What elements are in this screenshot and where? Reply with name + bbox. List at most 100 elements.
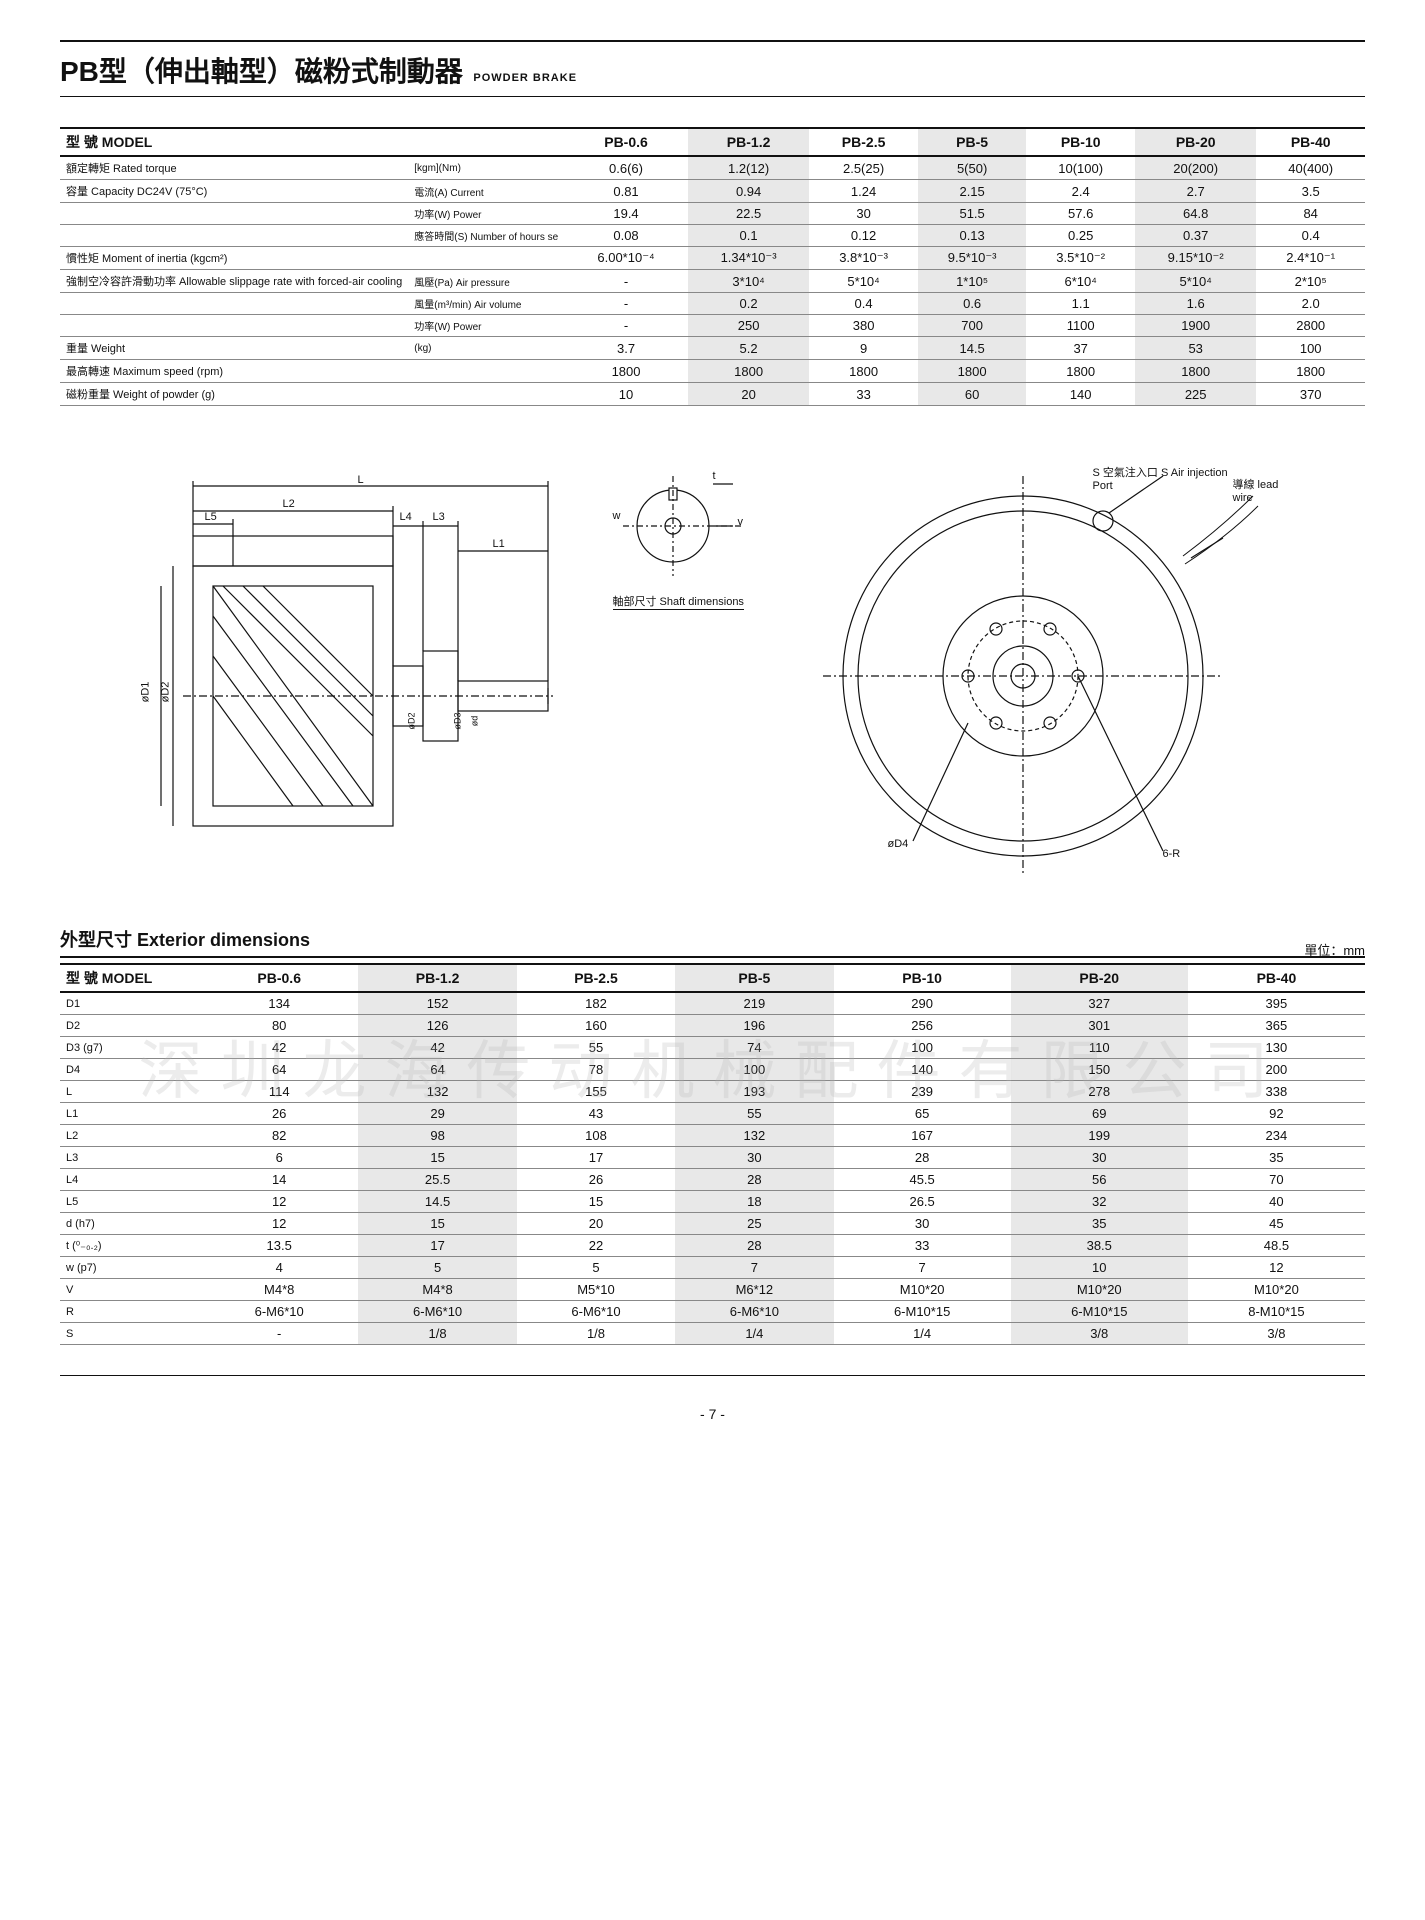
row-sublabel: 應答時間(S) Number of hours se bbox=[408, 225, 564, 247]
cell: 42 bbox=[358, 1037, 516, 1059]
cell: 0.94 bbox=[688, 180, 809, 203]
row-label: t (⁰₋₀.₂) bbox=[60, 1235, 200, 1257]
model-col: PB-1.2 bbox=[688, 128, 809, 156]
row-sublabel: 功率(W) Power bbox=[408, 203, 564, 225]
cell: 33 bbox=[809, 383, 918, 406]
table-row: D3 (g7)42425574100110130 bbox=[60, 1037, 1365, 1059]
table-row: VM4*8M4*8M5*10M6*12M10*20M10*20M10*20 bbox=[60, 1279, 1365, 1301]
cell: 1/8 bbox=[358, 1323, 516, 1345]
cell: 278 bbox=[1011, 1081, 1188, 1103]
cell: 327 bbox=[1011, 992, 1188, 1015]
dim-label-L5: L5 bbox=[205, 511, 217, 523]
row-label: S bbox=[60, 1323, 200, 1345]
page-header: PB型（伸出軸型）磁粉式制動器 POWDER BRAKE bbox=[60, 40, 1365, 97]
cell: 2*10⁵ bbox=[1256, 270, 1365, 293]
cell: 380 bbox=[809, 315, 918, 337]
page-number: - 7 - bbox=[60, 1406, 1365, 1422]
cell: 22 bbox=[517, 1235, 675, 1257]
cell: 17 bbox=[517, 1147, 675, 1169]
row-label: L4 bbox=[60, 1169, 200, 1191]
cell: 80 bbox=[200, 1015, 358, 1037]
row-sublabel bbox=[408, 247, 564, 270]
table-row: 慣性矩 Moment of inertia (kgcm²)6.00*10⁻⁴1.… bbox=[60, 247, 1365, 270]
cell: 2.15 bbox=[918, 180, 1027, 203]
row-sublabel: 風量(m³/min) Air volume bbox=[408, 293, 564, 315]
cell: 1900 bbox=[1135, 315, 1256, 337]
cell: 6-M6*10 bbox=[517, 1301, 675, 1323]
cell: 53 bbox=[1135, 337, 1256, 360]
cell: 100 bbox=[834, 1037, 1011, 1059]
cell: 98 bbox=[358, 1125, 516, 1147]
cell: 225 bbox=[1135, 383, 1256, 406]
cell: 130 bbox=[1188, 1037, 1365, 1059]
cell: 200 bbox=[1188, 1059, 1365, 1081]
dim-label-L2: L2 bbox=[283, 498, 295, 510]
cell: 30 bbox=[675, 1147, 833, 1169]
table-row: 風量(m³/min) Air volume-0.20.40.61.11.62.0 bbox=[60, 293, 1365, 315]
cell: 28 bbox=[675, 1235, 833, 1257]
cell: 0.13 bbox=[918, 225, 1027, 247]
cell: 152 bbox=[358, 992, 516, 1015]
cell: M10*20 bbox=[1011, 1279, 1188, 1301]
cell: 26 bbox=[200, 1103, 358, 1125]
dim-label-L1: L1 bbox=[493, 538, 505, 550]
cell: 10 bbox=[564, 383, 688, 406]
cell: 100 bbox=[675, 1059, 833, 1081]
table-row: S-1/81/81/41/43/83/8 bbox=[60, 1323, 1365, 1345]
shaft-svg bbox=[613, 466, 773, 586]
table-row: 額定轉矩 Rated torque[kgm](Nm)0.6(6)1.2(12)2… bbox=[60, 156, 1365, 180]
row-label: 最高轉速 Maximum speed (rpm) bbox=[60, 360, 408, 383]
cell: 182 bbox=[517, 992, 675, 1015]
cell: 0.2 bbox=[688, 293, 809, 315]
dim-label-D1: øD1 bbox=[139, 682, 151, 703]
cell: 7 bbox=[834, 1257, 1011, 1279]
cell: 25 bbox=[675, 1213, 833, 1235]
cell: 15 bbox=[358, 1147, 516, 1169]
cell: 32 bbox=[1011, 1191, 1188, 1213]
cell: 3/8 bbox=[1188, 1323, 1365, 1345]
cell: 6-M6*10 bbox=[675, 1301, 833, 1323]
table-row: 應答時間(S) Number of hours se0.080.10.120.1… bbox=[60, 225, 1365, 247]
model-col: PB-2.5 bbox=[809, 128, 918, 156]
cell: 5*10⁴ bbox=[809, 270, 918, 293]
table-row: L41425.5262845.55670 bbox=[60, 1169, 1365, 1191]
cell: 1/4 bbox=[834, 1323, 1011, 1345]
cell: 12 bbox=[200, 1213, 358, 1235]
row-label: 磁粉重量 Weight of powder (g) bbox=[60, 383, 408, 406]
cell: 0.12 bbox=[809, 225, 918, 247]
cell: 114 bbox=[200, 1081, 358, 1103]
row-label: R bbox=[60, 1301, 200, 1323]
cell: 30 bbox=[834, 1213, 1011, 1235]
cell: 57.6 bbox=[1026, 203, 1135, 225]
cell: 1800 bbox=[564, 360, 688, 383]
dim-label-L: L bbox=[358, 474, 364, 486]
cell: 84 bbox=[1256, 203, 1365, 225]
cell: 155 bbox=[517, 1081, 675, 1103]
cell: 65 bbox=[834, 1103, 1011, 1125]
row-label: L5 bbox=[60, 1191, 200, 1213]
model-col: PB-20 bbox=[1135, 128, 1256, 156]
cell: 42 bbox=[200, 1037, 358, 1059]
page-title: PB型（伸出軸型）磁粉式制動器 bbox=[60, 56, 463, 87]
cell: 395 bbox=[1188, 992, 1365, 1015]
cell: 38.5 bbox=[1011, 1235, 1188, 1257]
table-row: 功率(W) Power19.422.53051.557.664.884 bbox=[60, 203, 1365, 225]
row-label bbox=[60, 315, 408, 337]
table-row: t (⁰₋₀.₂)13.51722283338.548.5 bbox=[60, 1235, 1365, 1257]
dim-label-6R: 6-R bbox=[1163, 848, 1181, 860]
cell: 43 bbox=[517, 1103, 675, 1125]
cell: 18 bbox=[675, 1191, 833, 1213]
cell: 4 bbox=[200, 1257, 358, 1279]
table-row: w (p7)455771012 bbox=[60, 1257, 1365, 1279]
cell: 239 bbox=[834, 1081, 1011, 1103]
cell: 290 bbox=[834, 992, 1011, 1015]
cell: 3.5*10⁻² bbox=[1026, 247, 1135, 270]
cell: 1800 bbox=[1135, 360, 1256, 383]
cell: M4*8 bbox=[358, 1279, 516, 1301]
cell: 1800 bbox=[1026, 360, 1135, 383]
air-port-label: S 空氣注入口 S Air injection Port bbox=[1093, 464, 1233, 492]
row-label: 強制空冷容許滑動功率 Allowable slippage rate with … bbox=[60, 270, 408, 293]
cell: 82 bbox=[200, 1125, 358, 1147]
dim-label-D3: øD3 bbox=[452, 712, 462, 729]
cell: 10 bbox=[1011, 1257, 1188, 1279]
